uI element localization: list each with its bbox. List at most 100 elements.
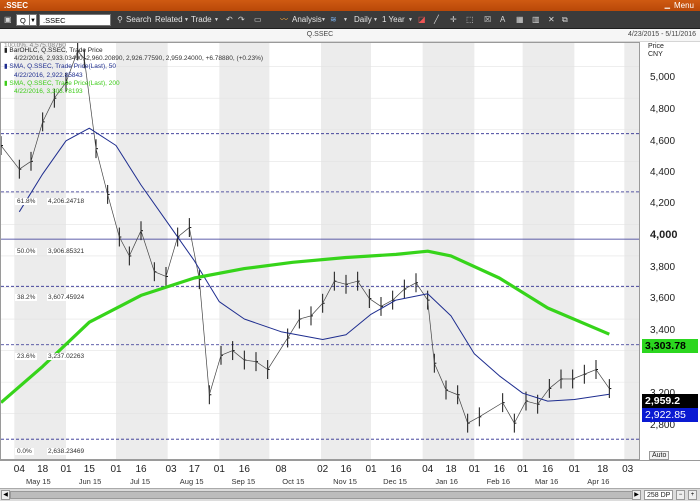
analysis-icon[interactable]: 〰 [280,15,288,24]
close-box-icon[interactable]: ☒ [484,15,492,24]
interval-menu[interactable]: Daily [354,15,372,24]
y-tick: 3,800 [650,262,676,273]
price-path-segment [83,58,97,149]
chevron-down-icon[interactable]: ▼ [343,17,348,23]
price-path-segment [334,280,347,285]
price-path-segment [129,230,142,257]
zoom-in-icon[interactable]: + [688,490,697,500]
price-path-segment [502,402,515,424]
price-path-segment [165,236,179,277]
undo-icon[interactable]: ↶ [226,15,233,24]
price-path-segment [19,161,32,170]
folder-icon[interactable]: ▭ [254,15,262,24]
price-path-segment [54,82,67,99]
chevron-down-icon[interactable]: ▼ [373,17,378,23]
search-button[interactable]: Search [126,15,152,24]
x-tick-month: Dec 15 [383,477,407,486]
price-chart[interactable] [1,43,640,460]
symbol-type-field[interactable]: Q [16,14,30,26]
related-menu[interactable]: Related [155,15,183,24]
time-axis[interactable]: 04 18 01 15 01 16 03 17 01 16 08 02 16 01 16 04 18 01 16 01… [0,460,700,488]
trade-menu[interactable]: Trade [191,15,212,24]
scroll-left-icon[interactable]: ◀ [1,490,10,500]
x-tick-day: 03 [165,464,177,475]
price-path-segment [357,280,370,299]
price-path-segment [595,369,610,389]
price-path-segment [220,350,233,356]
fib-value-38-2: 3,607.45924 [47,294,86,301]
window-menu[interactable]: ▁ Menu [665,0,694,11]
x-tick-month: Sep 15 [231,477,256,486]
y-tick: 4,000 [650,229,678,241]
x-tick-month: Jan 16 [435,477,458,486]
line-swatch-icon: ▮ [4,79,8,87]
price-path-segment [467,416,480,424]
price-path-segment [415,282,428,301]
chart-type-icon[interactable]: ◪ [418,15,426,24]
grid-icon[interactable]: ▦ [516,15,524,24]
x-tick-day: 01 [468,464,480,475]
price-path-segment [514,400,527,424]
minimize-icon[interactable]: ▁ [664,2,670,9]
plot-area[interactable]: 100.0%, 4,575.08760 ▮ BarOHLC, Q.SSEC, T… [0,42,640,460]
price-path-segment [572,373,585,380]
x-tick-month: Feb 16 [486,477,511,486]
chevron-down-icon[interactable]: ▼ [214,17,219,23]
x-tick-month: Nov 15 [333,477,357,486]
zoom-box-icon[interactable]: ⬚ [466,15,474,24]
price-path-segment [188,227,200,280]
price-path-segment [404,282,417,290]
zoom-out-icon[interactable]: − [676,490,685,500]
price-path-segment [177,227,190,238]
range-menu[interactable]: 1 Year [382,15,405,24]
fib-pct-38-2: 38.2% [15,294,38,301]
legend-ohlc: ▮ BarOHLC, Q.SSEC, Trade Price [4,47,103,54]
price-path-segment [549,378,562,389]
scrollbar-thumb[interactable] [10,491,638,499]
price-path-segment [267,337,288,370]
scroll-right-icon[interactable]: ▶ [632,490,641,500]
auto-scale-button[interactable]: Auto [649,451,670,460]
analysis-menu[interactable]: Analysis [292,15,322,24]
x-tick-day: 18 [445,464,457,475]
menu-label[interactable]: Menu [673,1,694,10]
x-tick-day: 16 [340,464,352,475]
sma200-price-tag: 3,303.78 [642,339,698,353]
y-tick: 4,800 [650,104,676,115]
price-path-segment [232,350,245,361]
studies-icon[interactable]: ≋ [330,15,337,24]
fib-pct-50-0: 50.0% [15,248,38,255]
legend-sma200-values: 4/22/2016, 3,303.78193 [14,88,83,96]
duplicate-icon[interactable]: ⧉ [562,15,568,24]
x-tick-day: 01 [568,464,580,475]
chevron-down-icon[interactable]: ▼ [29,14,37,26]
price-path-segment [95,148,109,195]
redo-icon[interactable]: ↷ [238,15,245,24]
fib-value-61-8: 4,206.24718 [47,198,86,205]
crosshair-icon[interactable]: ✛ [450,15,457,24]
price-path-segment [255,361,268,370]
delete-icon[interactable]: ✕ [548,15,555,24]
legend-sma50: ▮ SMA, Q.SSEC, Trade Price(Last), 50 [4,63,116,71]
symbol-search-input[interactable]: .SSEC [39,14,111,26]
x-tick-day: 03 [622,464,634,475]
price-axis[interactable] [641,42,700,460]
chevron-down-icon[interactable]: ▼ [408,17,413,23]
palette-icon[interactable]: ▥ [532,15,540,24]
range-label[interactable]: 258 DP [644,490,674,500]
time-scrollbar[interactable]: ◀ ▶ 258 DP − + [0,488,700,501]
price-path-segment [427,300,435,364]
x-tick-day: 01 [365,464,377,475]
lock-icon[interactable]: ▣ [4,15,12,24]
search-icon[interactable]: ⚲ [117,15,123,24]
line-tool-icon[interactable]: ╱ [434,15,439,24]
x-tick-month: Mar 16 [534,477,559,486]
chevron-down-icon[interactable]: ▼ [184,17,189,23]
price-path-segment [310,303,323,317]
price-path-segment [322,281,335,304]
x-tick-day: 16 [135,464,147,475]
text-size-icon[interactable]: A [500,15,506,24]
x-tick-day: 18 [37,464,49,475]
chevron-down-icon[interactable]: ▼ [321,17,326,23]
